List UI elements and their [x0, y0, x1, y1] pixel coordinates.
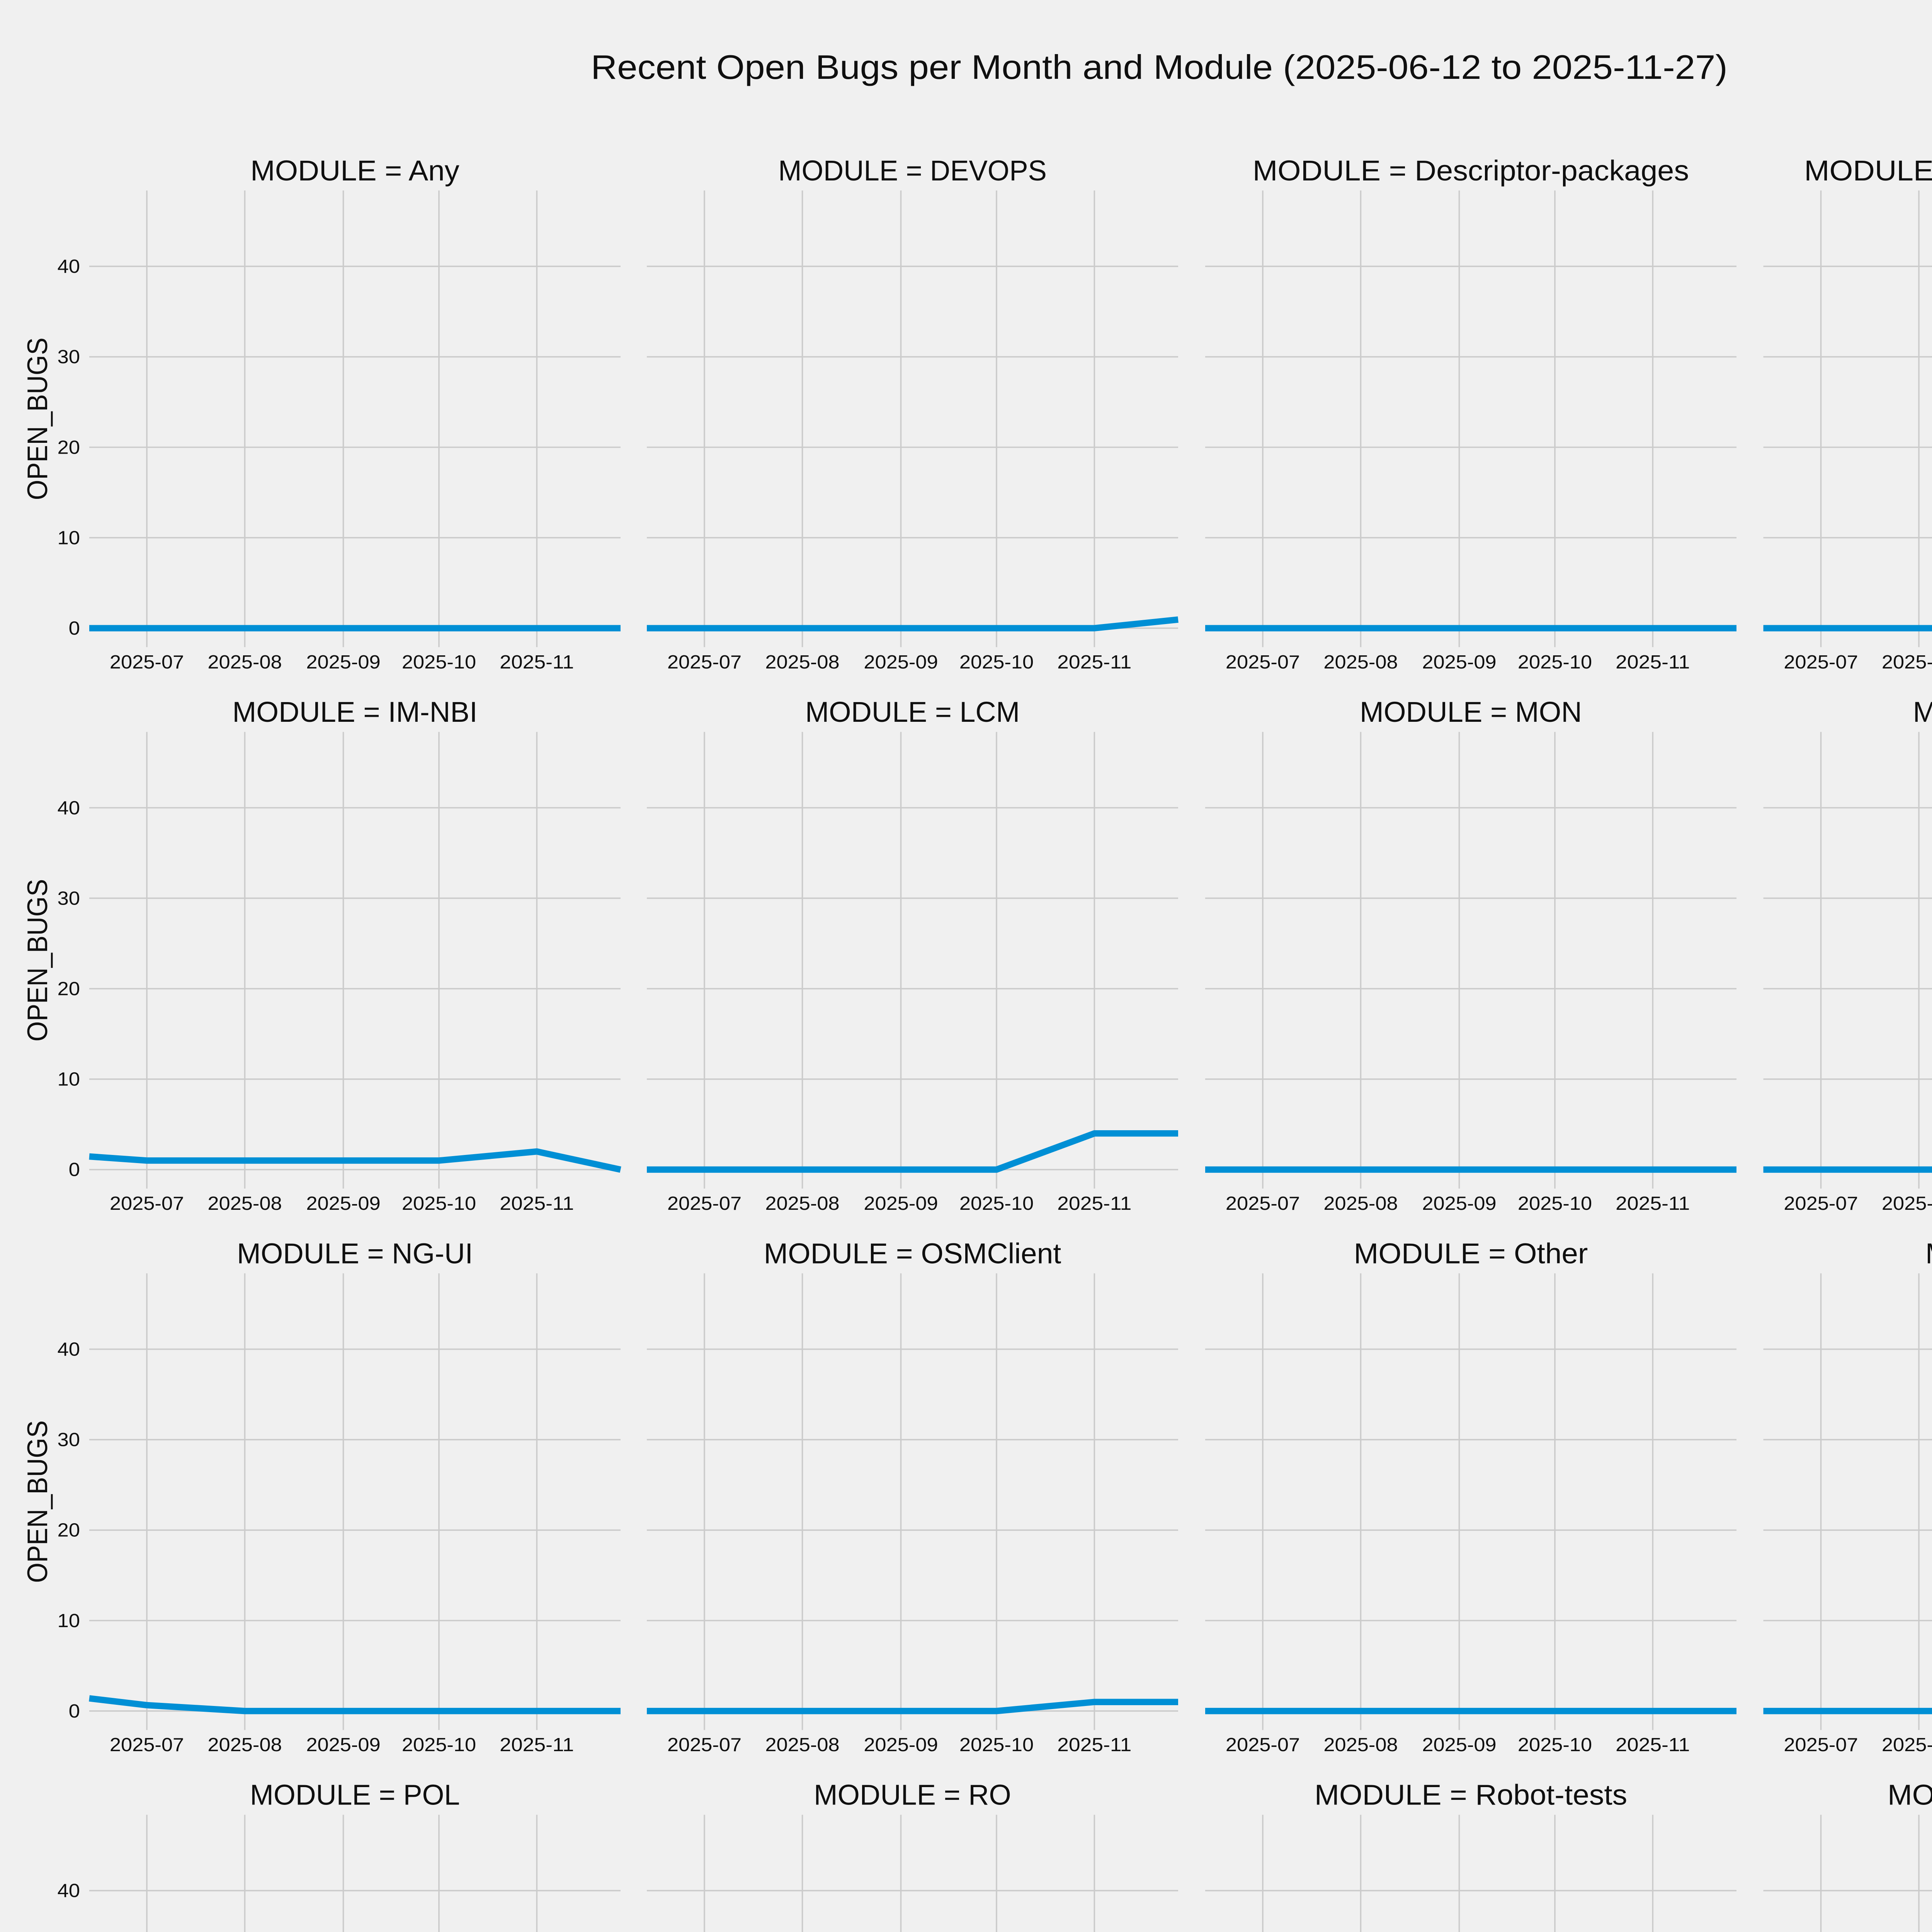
- svg-text:2025-11: 2025-11: [1057, 1735, 1131, 1755]
- svg-text:MODULE = Robot-tests: MODULE = Robot-tests: [1315, 1779, 1627, 1811]
- svg-text:2025-09: 2025-09: [1422, 1193, 1496, 1214]
- svg-text:40: 40: [58, 1881, 80, 1901]
- svg-text:MODULE = N2VC: MODULE = N2VC: [1913, 696, 1932, 728]
- svg-text:2025-09: 2025-09: [306, 652, 380, 673]
- svg-text:30: 30: [58, 1430, 80, 1451]
- svg-text:2025-11: 2025-11: [500, 1193, 574, 1214]
- svg-text:2025-09: 2025-09: [306, 1193, 380, 1214]
- svg-text:10: 10: [58, 1069, 80, 1090]
- svg-text:2025-10: 2025-10: [959, 652, 1034, 673]
- svg-text:2025-11: 2025-11: [1057, 1193, 1131, 1214]
- svg-text:Recent Open Bugs per Month and: Recent Open Bugs per Month and Module (2…: [591, 48, 1728, 86]
- svg-text:2025-11: 2025-11: [1057, 652, 1131, 673]
- svg-text:30: 30: [58, 888, 80, 909]
- svg-text:20: 20: [58, 1520, 80, 1541]
- svg-text:10: 10: [58, 527, 80, 548]
- svg-text:2025-08: 2025-08: [207, 1735, 282, 1755]
- svg-text:2025-07: 2025-07: [667, 1735, 742, 1755]
- svg-text:2025-10: 2025-10: [402, 652, 476, 673]
- svg-text:MODULE = POL: MODULE = POL: [250, 1779, 460, 1811]
- svg-text:2025-08: 2025-08: [765, 652, 839, 673]
- svg-text:2025-08: 2025-08: [1323, 1735, 1398, 1755]
- svg-text:2025-07: 2025-07: [1226, 1735, 1300, 1755]
- svg-text:2025-10: 2025-10: [1518, 1193, 1592, 1214]
- svg-text:MODULE = DEVOPS: MODULE = DEVOPS: [778, 155, 1047, 187]
- svg-text:2025-09: 2025-09: [1422, 652, 1496, 673]
- svg-text:20: 20: [58, 979, 80, 1000]
- svg-text:2025-11: 2025-11: [500, 1735, 574, 1755]
- svg-text:MODULE = IM-NBI: MODULE = IM-NBI: [232, 696, 477, 728]
- svg-text:MODULE = OSMClient: MODULE = OSMClient: [764, 1237, 1061, 1269]
- svg-text:2025-07: 2025-07: [110, 1193, 184, 1214]
- svg-text:2025-09: 2025-09: [864, 1193, 938, 1214]
- svg-text:2025-07: 2025-07: [1784, 652, 1858, 673]
- svg-text:OPEN_BUGS: OPEN_BUGS: [22, 1420, 53, 1583]
- svg-text:2025-08: 2025-08: [207, 652, 282, 673]
- svg-text:10: 10: [58, 1611, 80, 1631]
- svg-text:2025-07: 2025-07: [1784, 1735, 1858, 1755]
- svg-text:2025-07: 2025-07: [667, 652, 742, 673]
- svg-text:OPEN_BUGS: OPEN_BUGS: [22, 879, 53, 1042]
- svg-text:2025-08: 2025-08: [765, 1193, 839, 1214]
- svg-text:2025-08: 2025-08: [765, 1735, 839, 1755]
- svg-text:2025-07: 2025-07: [110, 652, 184, 673]
- svg-text:OPEN_BUGS: OPEN_BUGS: [22, 338, 53, 500]
- svg-text:MODULE = Documentation / Wiki: MODULE = Documentation / Wiki: [1804, 155, 1932, 187]
- svg-text:MODULE = Descriptor-packages: MODULE = Descriptor-packages: [1253, 155, 1689, 187]
- svg-text:0: 0: [69, 1160, 80, 1180]
- svg-text:2025-07: 2025-07: [1226, 652, 1300, 673]
- svg-text:2025-10: 2025-10: [959, 1735, 1034, 1755]
- svg-text:20: 20: [58, 437, 80, 458]
- svg-text:40: 40: [58, 1339, 80, 1360]
- svg-text:30: 30: [58, 347, 80, 367]
- svg-text:2025-09: 2025-09: [864, 1735, 938, 1755]
- svg-text:MODULE = RO: MODULE = RO: [814, 1779, 1011, 1811]
- svg-text:2025-07: 2025-07: [667, 1193, 742, 1214]
- svg-text:MODULE = Any: MODULE = Any: [250, 155, 459, 187]
- svg-text:MODULE = MON: MODULE = MON: [1360, 696, 1582, 728]
- svg-text:2025-08: 2025-08: [1882, 1193, 1932, 1214]
- svg-text:2025-11: 2025-11: [1616, 652, 1690, 673]
- svg-text:2025-08: 2025-08: [207, 1193, 282, 1214]
- svg-text:2025-11: 2025-11: [500, 652, 574, 673]
- svg-text:2025-08: 2025-08: [1323, 1193, 1398, 1214]
- svg-text:2025-07: 2025-07: [1226, 1193, 1300, 1214]
- svg-text:2025-10: 2025-10: [402, 1193, 476, 1214]
- svg-text:40: 40: [58, 256, 80, 277]
- svg-text:2025-10: 2025-10: [959, 1193, 1034, 1214]
- svg-text:0: 0: [69, 618, 80, 639]
- svg-text:2025-09: 2025-09: [306, 1735, 380, 1755]
- svg-text:2025-10: 2025-10: [1518, 652, 1592, 673]
- svg-text:2025-08: 2025-08: [1323, 652, 1398, 673]
- svg-text:2025-11: 2025-11: [1616, 1193, 1690, 1214]
- svg-text:2025-10: 2025-10: [402, 1735, 476, 1755]
- svg-text:2025-08: 2025-08: [1882, 652, 1932, 673]
- svg-text:2025-08: 2025-08: [1882, 1735, 1932, 1755]
- svg-text:2025-10: 2025-10: [1518, 1735, 1592, 1755]
- svg-text:2025-09: 2025-09: [864, 652, 938, 673]
- svg-text:MODULE = Other: MODULE = Other: [1354, 1237, 1588, 1269]
- svg-text:MODULE = LCM: MODULE = LCM: [805, 696, 1020, 728]
- svg-text:2025-07: 2025-07: [1784, 1193, 1858, 1214]
- svg-text:MODULE = Unknown: MODULE = Unknown: [1888, 1779, 1932, 1811]
- svg-text:2025-11: 2025-11: [1616, 1735, 1690, 1755]
- svg-text:MODULE = NG-UI: MODULE = NG-UI: [237, 1237, 473, 1269]
- svg-text:2025-09: 2025-09: [1422, 1735, 1496, 1755]
- svg-text:MODULE = PLA: MODULE = PLA: [1925, 1237, 1932, 1269]
- svg-text:2025-07: 2025-07: [110, 1735, 184, 1755]
- svg-text:40: 40: [58, 798, 80, 818]
- svg-text:0: 0: [69, 1701, 80, 1722]
